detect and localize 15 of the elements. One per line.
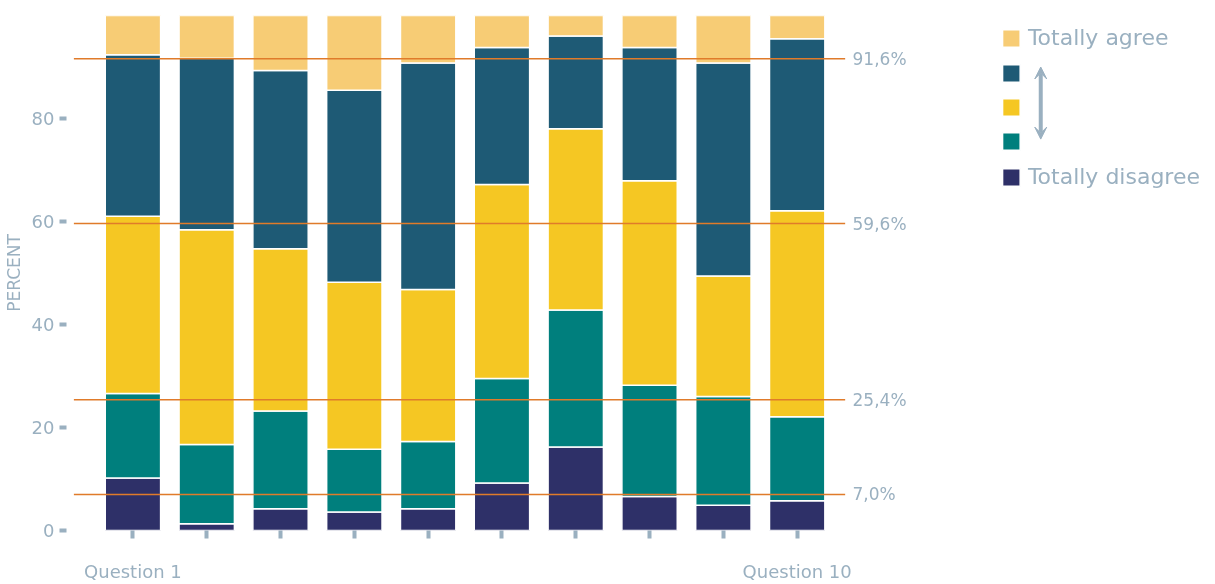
legend-label: Totally disagree	[1027, 164, 1200, 189]
y-tick-label: 0	[43, 520, 55, 541]
y-tick-label: 20	[31, 417, 55, 438]
bar	[178, 15, 236, 59]
ref-line-label: 7,0%	[852, 484, 896, 505]
y-tick-label: 40	[31, 314, 55, 335]
y-tick-label: 60	[31, 211, 55, 232]
x-tick-label: Question 1	[84, 560, 182, 582]
legend-label: Totally agree	[1027, 25, 1169, 50]
x-tick-label: Question 10	[742, 560, 852, 582]
y-axis-title: PERCENT	[3, 233, 24, 312]
ref-line-label: 25,4%	[852, 389, 907, 410]
ref-line-label: 91,6%	[852, 48, 907, 69]
ref-line-label: 59,6%	[852, 213, 907, 234]
y-tick-label: 80	[31, 108, 55, 129]
